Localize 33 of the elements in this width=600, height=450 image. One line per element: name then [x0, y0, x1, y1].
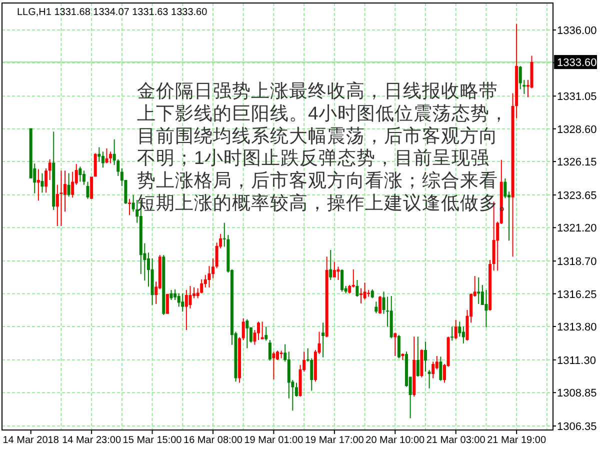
candlestick: [450, 326, 454, 341]
x-tick-label: 14 Mar 2018: [2, 435, 60, 446]
y-tick-label: 1316.25: [557, 288, 597, 301]
candlestick: [428, 370, 431, 388]
y-tick-label: 1331.05: [557, 91, 597, 104]
candlestick: [36, 169, 40, 201]
y-tick-label: 1313.80: [557, 321, 597, 334]
candlestick: [280, 350, 283, 358]
chart-title: LLG,H1 1331.68 1334.07 1331.63 1333.60: [17, 7, 208, 18]
x-tick-label: 20 Mar 10:00: [366, 435, 426, 446]
candlestick: [128, 198, 132, 215]
ref-line-label: 1333.60: [557, 57, 597, 70]
x-tick-label: 19 Mar 17:00: [304, 435, 364, 446]
candlestick: [322, 322, 325, 358]
candlestick: [260, 322, 264, 340]
x-tick-label: 21 Mar 03:00: [426, 435, 486, 446]
y-tick-label: 1308.85: [557, 388, 597, 400]
y-tick-label: 1306.35: [557, 420, 597, 433]
y-tick-label: 1323.65: [557, 190, 597, 202]
candlestick: [60, 170, 63, 226]
candlestick: [477, 277, 480, 304]
y-tick-label: 1311.30: [557, 354, 596, 367]
y-tick-label: 1321.20: [557, 222, 597, 235]
y-tick-label: 1318.70: [557, 256, 597, 268]
x-tick-label: 14 Mar 23:00: [62, 435, 122, 446]
x-tick-label: 21 Mar 19:00: [487, 435, 546, 446]
y-tick-label: 1328.60: [557, 124, 597, 136]
y-tick-label: 1326.15: [557, 156, 597, 169]
x-tick-label: 16 Mar 08:00: [184, 435, 243, 446]
y-tick-label: 1336.00: [557, 24, 597, 37]
x-tick-label: 19 Mar 01:00: [244, 435, 304, 446]
x-tick-label: 15 Mar 15:00: [122, 435, 182, 446]
annotation: 金价隔日强势上涨最终收高，日线报收略带上下影线的巨阳线。4小时图低位震荡态势，目前围绕均线系统大幅震荡，后市客观方向不明；1小时图止跌反弹态势，目前呈现强势上涨格局，后市客观方向看涨；综合来看短期上涨的概率较高，操作上建议逢低做多。: [137, 80, 517, 213]
